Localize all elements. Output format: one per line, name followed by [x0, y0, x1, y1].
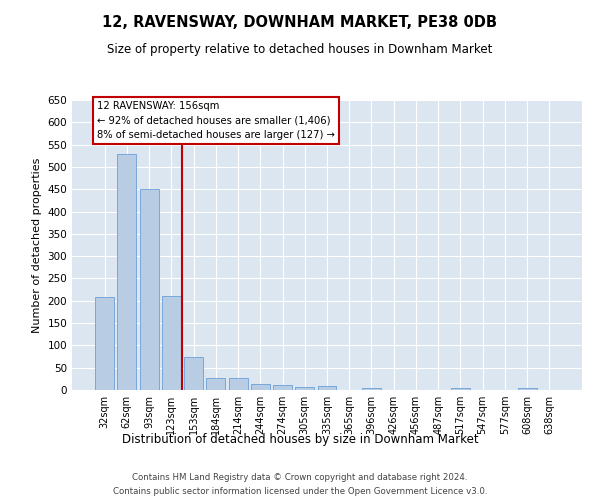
- Bar: [184, 356, 203, 390]
- Bar: [317, 386, 337, 390]
- Bar: [95, 297, 114, 390]
- Bar: [251, 384, 270, 390]
- Bar: [140, 189, 158, 390]
- Y-axis label: Number of detached properties: Number of detached properties: [32, 158, 42, 332]
- Bar: [451, 388, 470, 390]
- Text: 12, RAVENSWAY, DOWNHAM MARKET, PE38 0DB: 12, RAVENSWAY, DOWNHAM MARKET, PE38 0DB: [103, 15, 497, 30]
- Text: Contains public sector information licensed under the Open Government Licence v3: Contains public sector information licen…: [113, 488, 487, 496]
- Text: 12 RAVENSWAY: 156sqm
← 92% of detached houses are smaller (1,406)
8% of semi-det: 12 RAVENSWAY: 156sqm ← 92% of detached h…: [97, 101, 335, 140]
- Bar: [295, 388, 314, 390]
- Bar: [206, 378, 225, 390]
- Text: Distribution of detached houses by size in Downham Market: Distribution of detached houses by size …: [122, 432, 478, 446]
- Text: Contains HM Land Registry data © Crown copyright and database right 2024.: Contains HM Land Registry data © Crown c…: [132, 472, 468, 482]
- Bar: [118, 154, 136, 390]
- Bar: [273, 385, 292, 390]
- Bar: [362, 388, 381, 390]
- Bar: [229, 378, 248, 390]
- Bar: [518, 388, 536, 390]
- Bar: [162, 296, 181, 390]
- Text: Size of property relative to detached houses in Downham Market: Size of property relative to detached ho…: [107, 42, 493, 56]
